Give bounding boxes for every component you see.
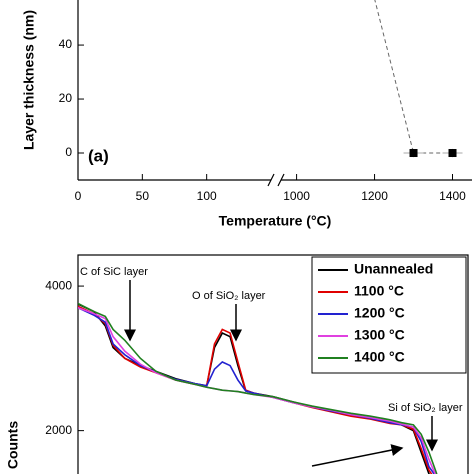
panel-label: (a) (88, 146, 109, 165)
axis-break (277, 173, 285, 187)
trend-line (374, 0, 453, 154)
axis-break (267, 173, 275, 187)
top-axes (77, 0, 472, 187)
x-tick-label: 0 (75, 189, 82, 203)
plot-frame (77, 254, 469, 474)
y-tick-label: 4000 (45, 278, 72, 292)
y-tick-label: 20 (59, 91, 73, 105)
point (409, 149, 418, 158)
x-tick-label: 1400 (439, 189, 466, 203)
y-axis-label: Counts (5, 421, 21, 469)
legend-label: 1300 °C (354, 327, 405, 343)
y-tick-label: 0 (65, 145, 72, 159)
y-tick-label: 40 (59, 37, 73, 51)
x-tick-label: 1000 (283, 189, 310, 203)
legend-label: 1100 °C (354, 283, 404, 299)
annotation: O of SiO₂ layer (192, 290, 266, 302)
x-tick-label: 50 (136, 189, 150, 203)
x-tick-label: 1200 (361, 189, 388, 203)
plot-area (374, 0, 463, 158)
x-tick-label: 100 (197, 189, 217, 203)
arrow (311, 444, 404, 467)
y-axis-label: Layer thickness (nm) (21, 10, 37, 150)
y-tick-label: 2000 (45, 423, 72, 437)
legend-label: 1200 °C (354, 305, 405, 321)
annotation: C of SiC layer (80, 266, 148, 278)
spectrum (78, 302, 438, 474)
spectrum (78, 307, 436, 474)
legend-label: Unannealed (354, 261, 433, 277)
point (448, 149, 457, 158)
plot-area (78, 302, 438, 474)
annotation: Si of SiO₂ layer (388, 402, 463, 414)
legend-label: 1400 °C (354, 349, 405, 365)
bottom-axes (77, 254, 469, 474)
x-axis-label: Temperature (°C) (219, 213, 332, 229)
